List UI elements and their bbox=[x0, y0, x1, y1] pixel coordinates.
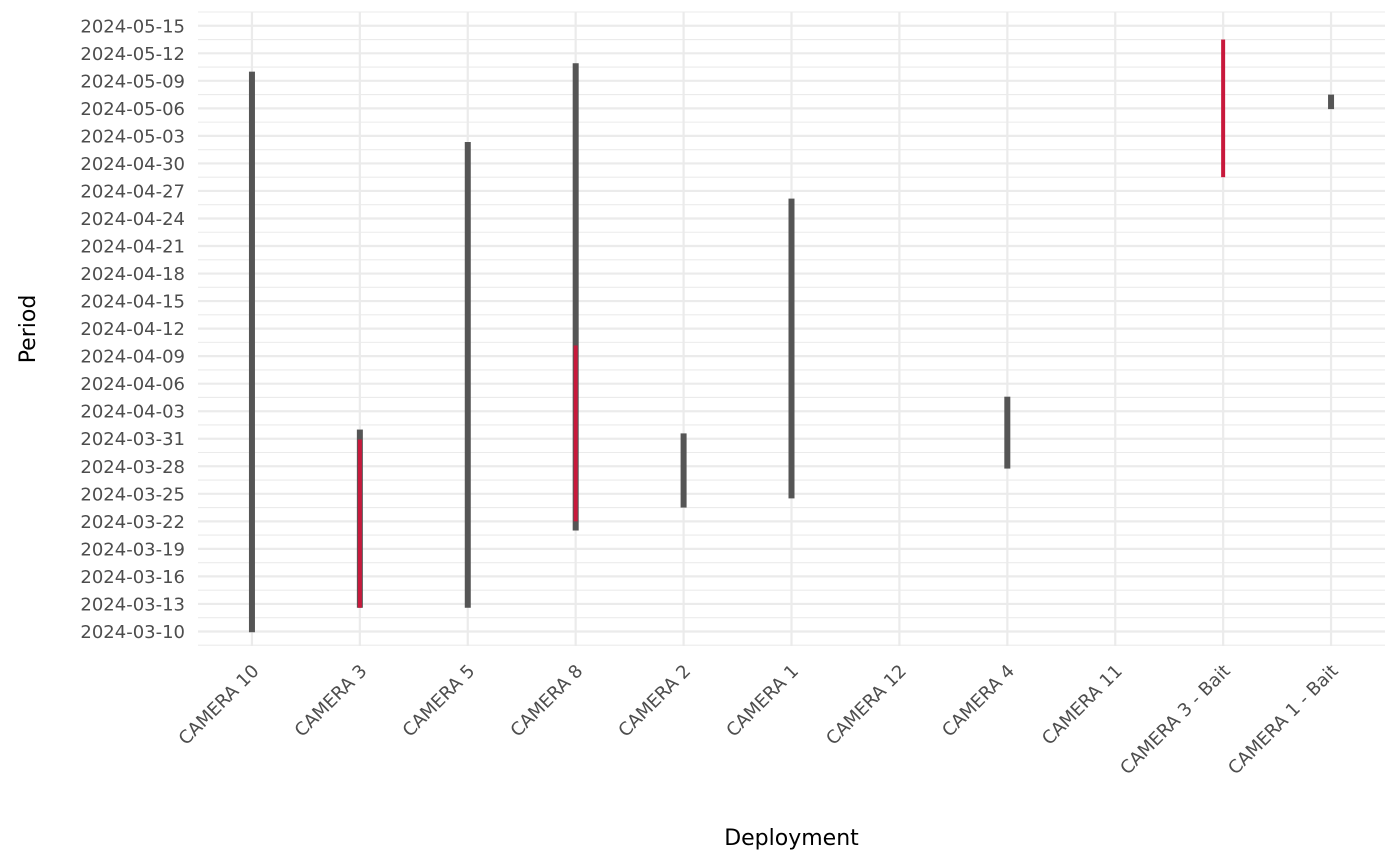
y-tick-label: 2024-03-22 bbox=[80, 512, 185, 533]
period-bars bbox=[248, 39, 1335, 633]
y-tick-label: 2024-04-30 bbox=[80, 154, 185, 175]
y-tick-label: 2024-03-31 bbox=[80, 429, 185, 450]
deployment-bar bbox=[572, 63, 579, 531]
y-tick-label: 2024-04-24 bbox=[80, 209, 185, 230]
deployment-bar bbox=[1004, 396, 1011, 469]
x-tick-label: CAMERA 3 bbox=[291, 661, 372, 742]
x-tick-label: CAMERA 3 - Bait bbox=[1116, 661, 1234, 779]
y-tick-label: 2024-04-03 bbox=[80, 402, 185, 423]
y-axis-title: Period bbox=[16, 295, 41, 364]
y-tick-label: 2024-05-12 bbox=[80, 44, 185, 65]
y-tick-label: 2024-04-09 bbox=[80, 347, 185, 368]
x-tick-label: CAMERA 4 bbox=[938, 661, 1019, 742]
y-tick-label: 2024-05-15 bbox=[80, 16, 185, 37]
x-tick-label: CAMERA 2 bbox=[614, 661, 695, 742]
y-tick-label: 2024-03-28 bbox=[80, 457, 185, 478]
y-tick-label: 2024-03-13 bbox=[80, 594, 185, 615]
highlighted-period-bar bbox=[1221, 39, 1226, 178]
y-tick-label: 2024-05-03 bbox=[80, 126, 185, 147]
y-tick-label: 2024-05-06 bbox=[80, 99, 185, 120]
y-tick-label: 2024-03-19 bbox=[80, 539, 185, 560]
x-tick-label: CAMERA 1 bbox=[722, 661, 803, 742]
y-tick-label: 2024-05-09 bbox=[80, 71, 185, 92]
deployment-bar bbox=[788, 198, 795, 499]
x-tick-label: CAMERA 5 bbox=[399, 661, 480, 742]
x-tick-label: CAMERA 11 bbox=[1038, 661, 1127, 750]
highlighted-period-bar bbox=[573, 345, 578, 522]
deployment-bar bbox=[680, 433, 687, 508]
x-axis-tick-labels: CAMERA 10 CAMERA 3 CAMERA 5 CAMERA 8 CAMERA … bbox=[175, 661, 1343, 779]
deployment-bar bbox=[464, 142, 471, 608]
x-tick-label: CAMERA 8 bbox=[507, 661, 588, 742]
deployment-bar bbox=[248, 71, 255, 633]
y-tick-label: 2024-04-18 bbox=[80, 264, 185, 285]
y-tick-label: 2024-04-12 bbox=[80, 319, 185, 340]
x-tick-label: CAMERA 1 - Bait bbox=[1224, 661, 1342, 779]
x-tick-label: CAMERA 12 bbox=[822, 661, 911, 750]
deployment-bar bbox=[1328, 94, 1335, 110]
y-tick-label: 2024-03-16 bbox=[80, 567, 185, 588]
y-tick-label: 2024-04-21 bbox=[80, 237, 185, 258]
y-tick-label: 2024-03-10 bbox=[80, 622, 185, 643]
y-tick-label: 2024-04-15 bbox=[80, 292, 185, 313]
x-axis-title: Deployment bbox=[724, 826, 859, 851]
highlighted-period-bar bbox=[357, 439, 362, 608]
y-tick-label: 2024-03-25 bbox=[80, 484, 185, 505]
y-tick-label: 2024-04-06 bbox=[80, 374, 185, 395]
y-axis-tick-labels: 2024-03-10 2024-03-13 2024-03-16 2024-03-19… bbox=[80, 16, 185, 643]
y-tick-label: 2024-04-27 bbox=[80, 181, 185, 202]
x-tick-label: CAMERA 10 bbox=[175, 661, 264, 750]
